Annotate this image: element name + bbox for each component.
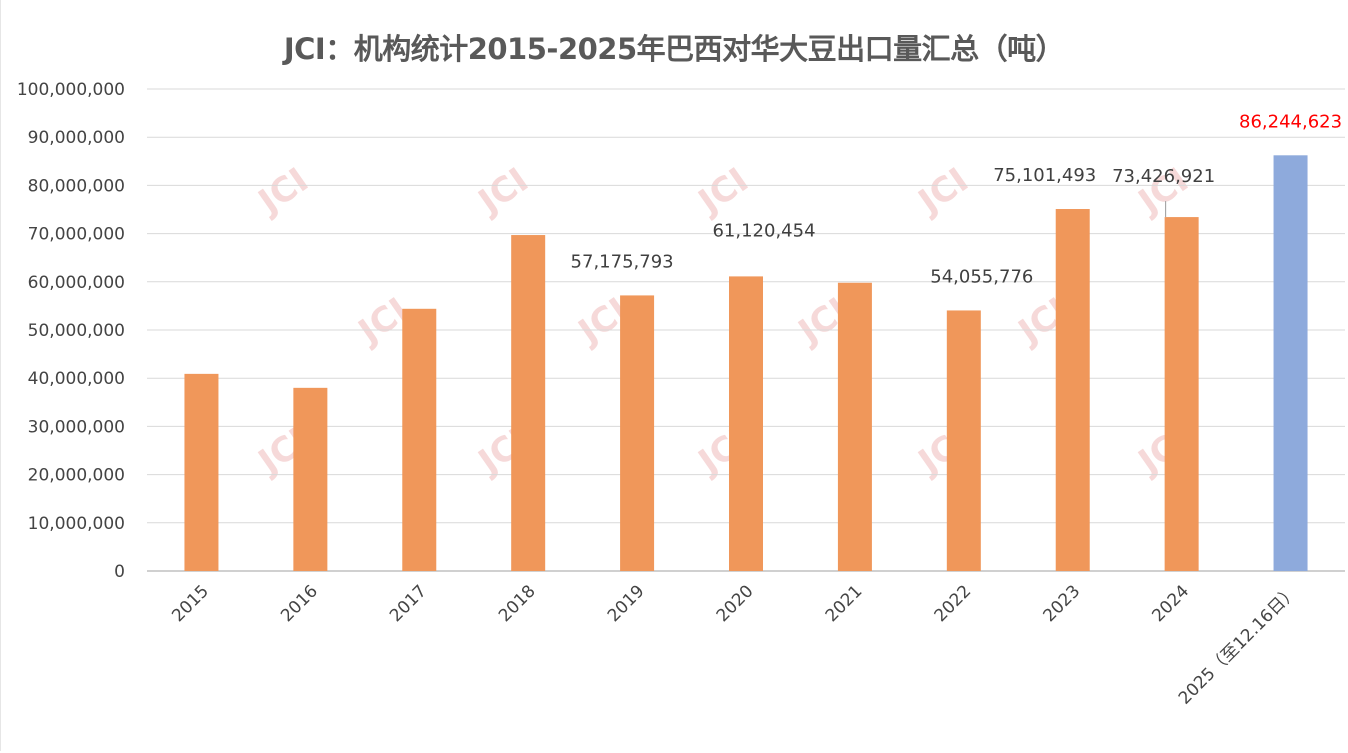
data-label: 75,101,493	[993, 165, 1096, 186]
bar	[1164, 217, 1199, 571]
y-tick-label: 20,000,000	[28, 466, 125, 486]
data-label: 73,426,921	[1112, 166, 1215, 187]
bar	[837, 282, 872, 571]
x-tick-label: 2019	[604, 581, 649, 626]
y-tick-label: 0	[114, 562, 125, 582]
y-tick-label: 100,000,000	[17, 80, 125, 100]
x-tick-label: 2020	[713, 581, 758, 626]
bar	[946, 310, 981, 571]
y-tick-label: 70,000,000	[28, 225, 125, 245]
bar	[1273, 155, 1308, 572]
x-tick-label: 2021	[822, 581, 867, 626]
x-tick-label: 2024	[1148, 581, 1193, 626]
watermark: JCI	[910, 160, 976, 223]
watermark: JCI	[250, 160, 316, 223]
y-tick-label: 80,000,000	[28, 176, 125, 196]
y-tick-label: 40,000,000	[28, 369, 125, 389]
x-tick-label: 2017	[386, 581, 431, 626]
x-tick-label: 2018	[495, 581, 540, 626]
watermark: JCI	[470, 160, 536, 223]
bar	[184, 373, 219, 571]
y-tick-label: 60,000,000	[28, 273, 125, 293]
data-label: 61,120,454	[712, 220, 815, 241]
x-tick-label: 2022	[931, 581, 976, 626]
x-tick-label: 2016	[277, 581, 322, 626]
bar	[620, 295, 655, 571]
x-tick-label: 2025（至12.16日）	[1175, 581, 1302, 708]
bar	[293, 387, 328, 571]
bar	[1055, 209, 1090, 571]
y-tick-label: 50,000,000	[28, 321, 125, 341]
y-tick-label: 30,000,000	[28, 417, 125, 437]
x-tick-label: 2023	[1040, 581, 1085, 626]
bar	[511, 235, 546, 571]
y-tick-label: 10,000,000	[28, 514, 125, 534]
bar	[729, 276, 763, 571]
data-label: 86,244,623	[1239, 111, 1342, 132]
watermark: JCI	[690, 160, 756, 223]
data-label: 57,175,793	[571, 251, 674, 272]
bar	[402, 308, 437, 571]
data-label: 54,055,776	[930, 266, 1033, 287]
chart-title: JCI：机构统计2015-2025年巴西对华大豆出口量汇总（吨）	[283, 32, 1065, 66]
y-tick-label: 90,000,000	[28, 128, 125, 148]
x-tick-label: 2015	[168, 581, 213, 626]
